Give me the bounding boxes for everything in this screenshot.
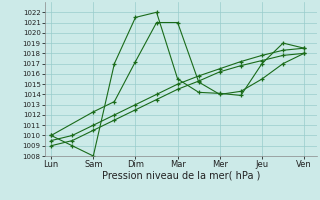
X-axis label: Pression niveau de la mer( hPa ): Pression niveau de la mer( hPa ) [102,171,260,181]
